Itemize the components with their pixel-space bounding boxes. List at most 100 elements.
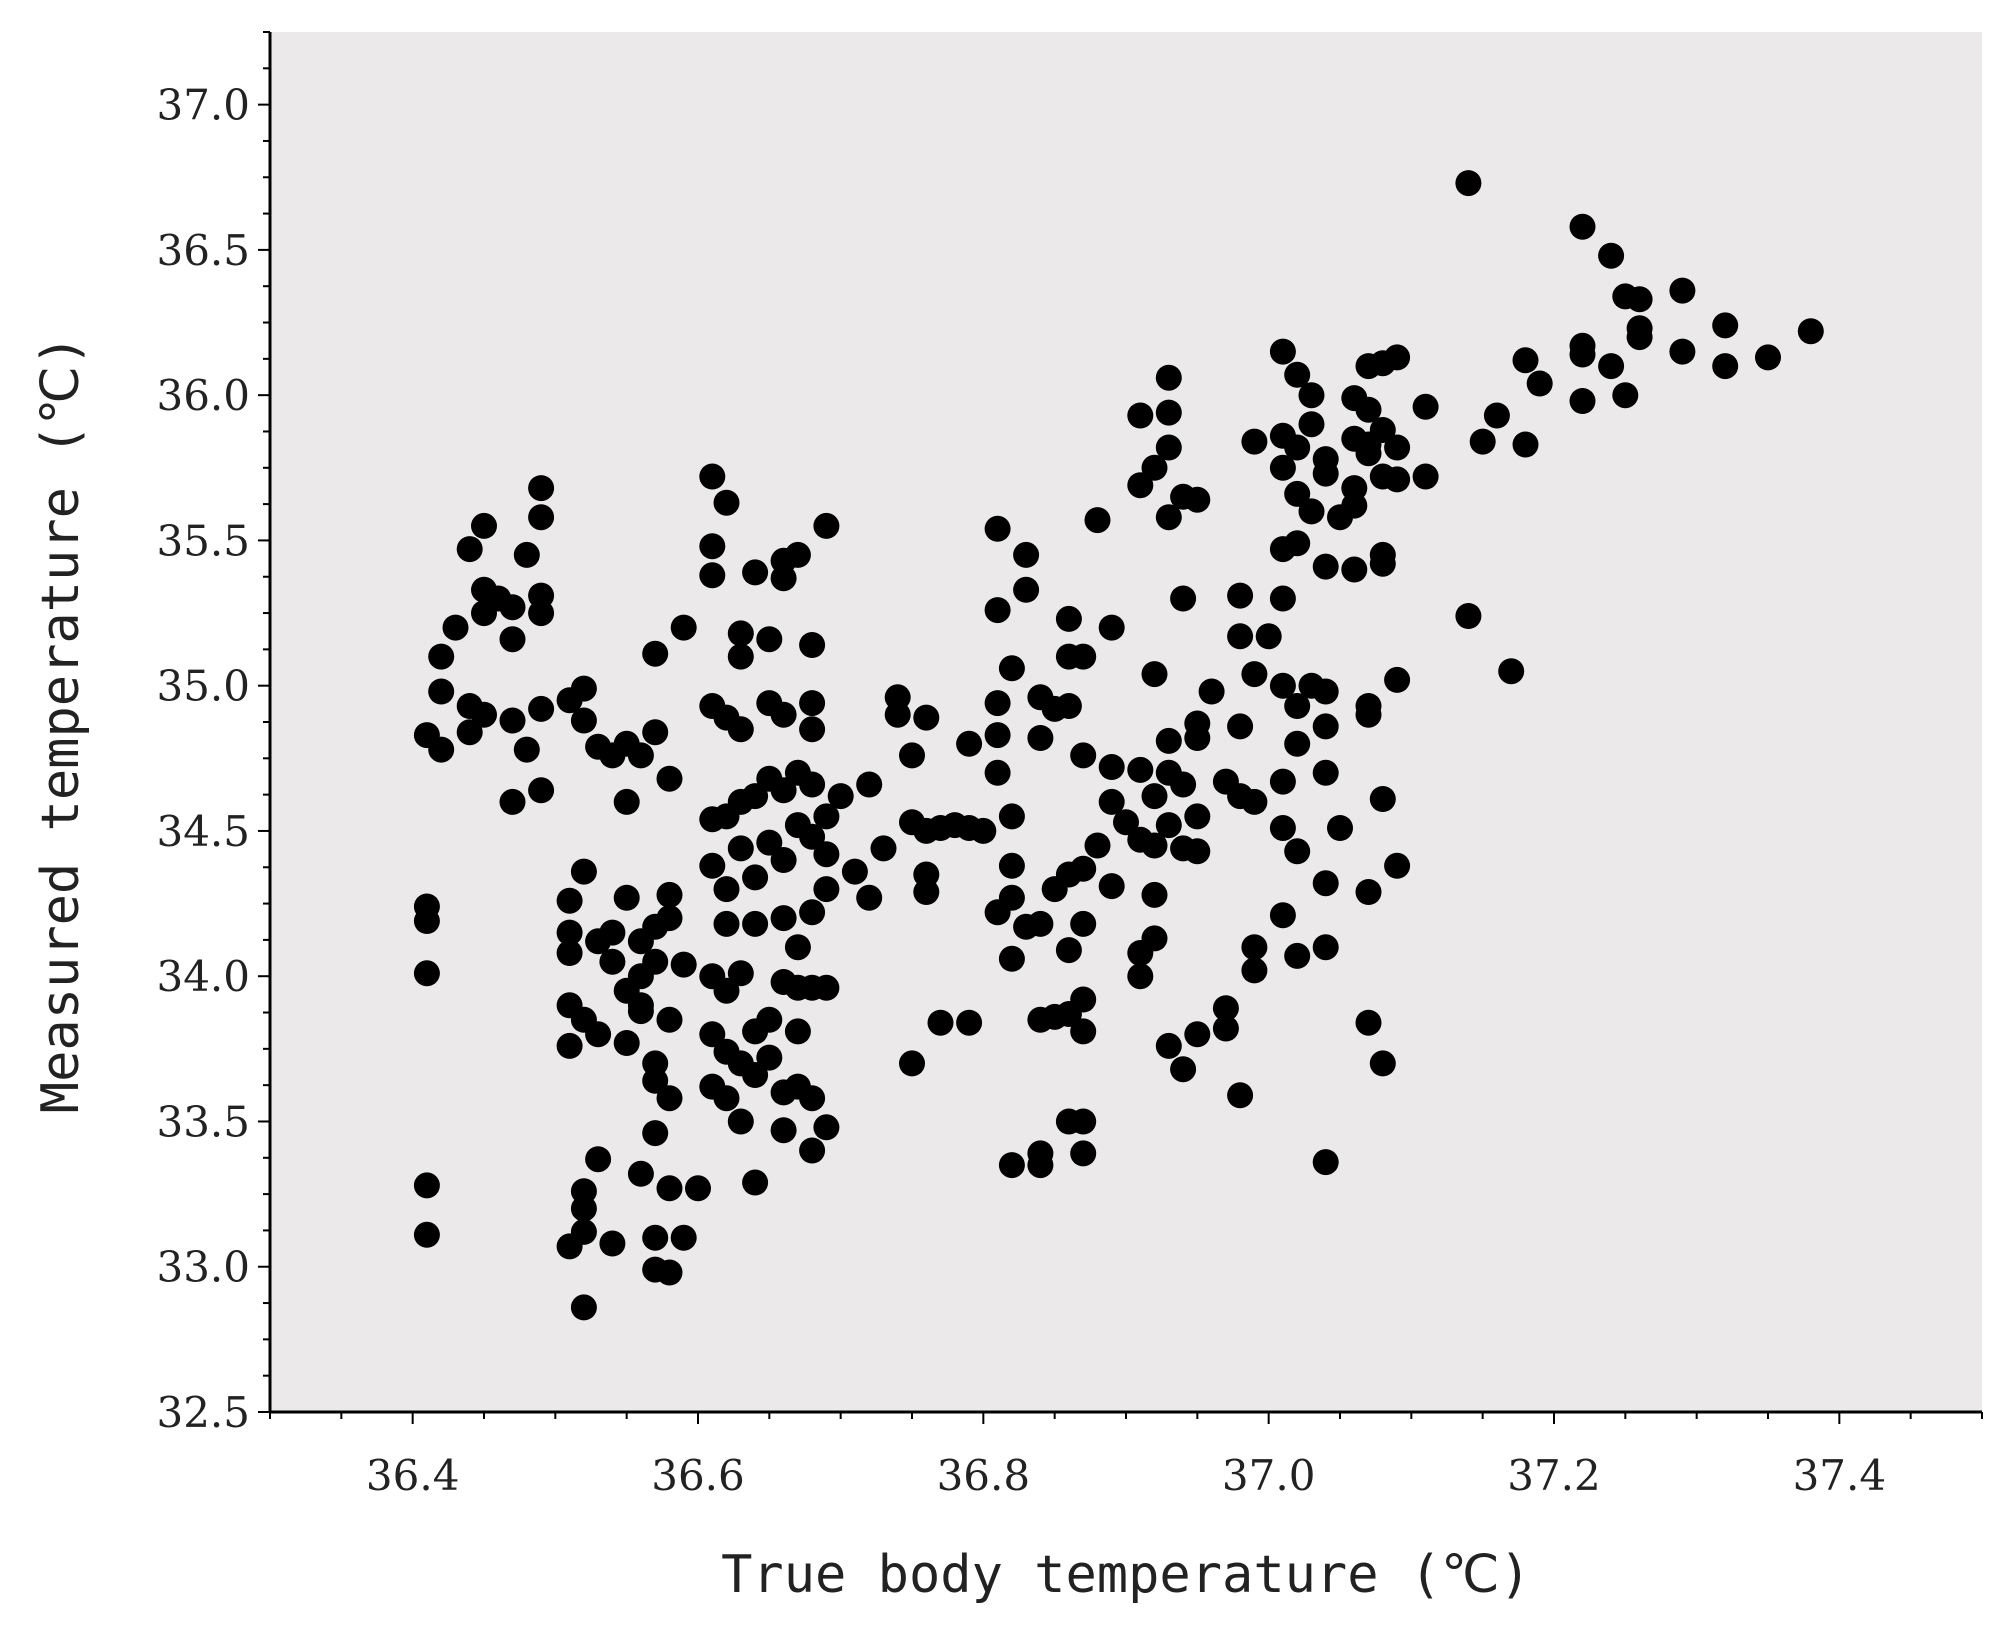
data-point-18: [528, 504, 555, 531]
data-point-293: [1298, 498, 1325, 525]
data-point-304: [1369, 417, 1396, 443]
data-point-1: [428, 736, 455, 763]
data-point-48: [613, 884, 640, 911]
x-tick-label: 36.6: [651, 1451, 745, 1500]
data-point-160: [899, 742, 925, 769]
data-point-223: [1155, 399, 1182, 426]
data-point-86: [699, 533, 726, 560]
data-point-253: [1212, 995, 1239, 1022]
data-point-109: [770, 777, 797, 804]
data-point-219: [1113, 809, 1139, 836]
data-point-296: [1312, 553, 1339, 580]
data-point-247: [1184, 838, 1211, 865]
data-point-94: [756, 626, 783, 653]
data-point-119: [799, 823, 826, 850]
data-point-267: [1284, 530, 1311, 557]
data-point-340: [1612, 382, 1639, 409]
y-tick-label: 35.5: [156, 516, 250, 565]
data-point-254: [1227, 1082, 1254, 1109]
y-tick-label: 32.5: [156, 1388, 250, 1437]
data-point-282: [1312, 934, 1339, 961]
data-point-281: [1284, 942, 1311, 969]
data-point-245: [1155, 812, 1182, 839]
data-point-184: [1027, 725, 1054, 751]
data-point-349: [1797, 318, 1824, 345]
y-tick-label: 33.5: [156, 1097, 250, 1146]
data-point-336: [1569, 388, 1596, 414]
data-point-72: [642, 1224, 669, 1251]
x-tick-label: 37.0: [1222, 1451, 1316, 1500]
data-point-181: [1013, 541, 1040, 568]
x-tick-label: 36.8: [937, 1451, 1031, 1500]
data-point-209: [1070, 1018, 1097, 1045]
y-axis-ticks: 32.5 33.0 33.5 34.0 34.5 35.0 35.5 36.0 36.5 37.0: [156, 31, 270, 1437]
data-point-90: [727, 716, 754, 743]
y-tick-label: 36.0: [156, 371, 250, 420]
data-point-182: [1013, 576, 1040, 603]
data-point-325: [1455, 170, 1482, 197]
data-point-175: [984, 597, 1011, 624]
data-point-27: [413, 960, 440, 987]
data-point-299: [1341, 556, 1368, 583]
data-point-64: [642, 1120, 669, 1147]
data-point-190: [1070, 742, 1097, 769]
data-point-275: [1269, 815, 1296, 841]
data-point-116: [756, 829, 783, 856]
data-point-191: [1084, 507, 1111, 534]
data-point-285: [1269, 338, 1296, 365]
data-point-179: [984, 759, 1011, 786]
data-point-251: [1184, 1021, 1211, 1048]
data-point-290: [1298, 382, 1325, 409]
data-point-257: [1241, 788, 1268, 815]
data-point-157: [870, 835, 897, 862]
data-point-210: [1070, 986, 1097, 1013]
data-point-114: [727, 835, 754, 862]
data-point-149: [813, 1114, 840, 1141]
y-tick-label: 34.5: [156, 807, 250, 856]
data-point-14: [499, 626, 526, 653]
data-point-346: [1712, 312, 1739, 339]
data-point-318: [1355, 701, 1382, 728]
data-point-141: [784, 1018, 811, 1045]
data-point-205: [1098, 873, 1125, 900]
data-point-26: [413, 908, 440, 934]
data-point-289: [1298, 411, 1325, 438]
y-tick-label: 33.0: [156, 1243, 250, 1292]
data-point-343: [1626, 315, 1653, 342]
data-point-57: [556, 1032, 583, 1059]
data-point-211: [998, 1152, 1025, 1179]
data-point-101: [770, 701, 797, 728]
data-point-22: [528, 695, 555, 722]
data-point-87: [699, 562, 726, 589]
data-point-335: [1569, 332, 1596, 359]
data-point-71: [627, 1160, 654, 1187]
data-point-13: [499, 594, 526, 621]
data-point-204: [1084, 832, 1111, 859]
data-point-43: [556, 919, 583, 946]
data-point-274: [1269, 768, 1296, 795]
data-point-20: [499, 707, 526, 734]
data-point-29: [413, 1221, 440, 1248]
data-point-51: [656, 881, 683, 908]
data-point-117: [770, 847, 797, 873]
data-point-295: [1312, 446, 1339, 473]
data-point-230: [1141, 661, 1168, 688]
data-point-272: [1312, 713, 1339, 740]
data-point-327: [1483, 402, 1510, 429]
data-point-252: [1212, 1015, 1239, 1042]
data-point-177: [984, 690, 1011, 717]
data-point-240: [1127, 826, 1154, 853]
y-axis-label: Measured temperature (℃): [31, 335, 91, 1113]
data-point-197: [1027, 910, 1054, 937]
data-point-261: [1241, 661, 1268, 688]
y-tick-label: 35.0: [156, 662, 250, 711]
data-point-241: [1141, 881, 1168, 908]
data-point-84: [699, 463, 726, 490]
data-point-220: [1127, 402, 1154, 429]
data-point-284: [1241, 428, 1268, 455]
data-point-53: [670, 951, 697, 978]
data-point-341: [1626, 286, 1653, 313]
data-point-249: [1155, 1032, 1182, 1059]
data-points: [413, 170, 1824, 1321]
data-point-150: [770, 1117, 797, 1144]
